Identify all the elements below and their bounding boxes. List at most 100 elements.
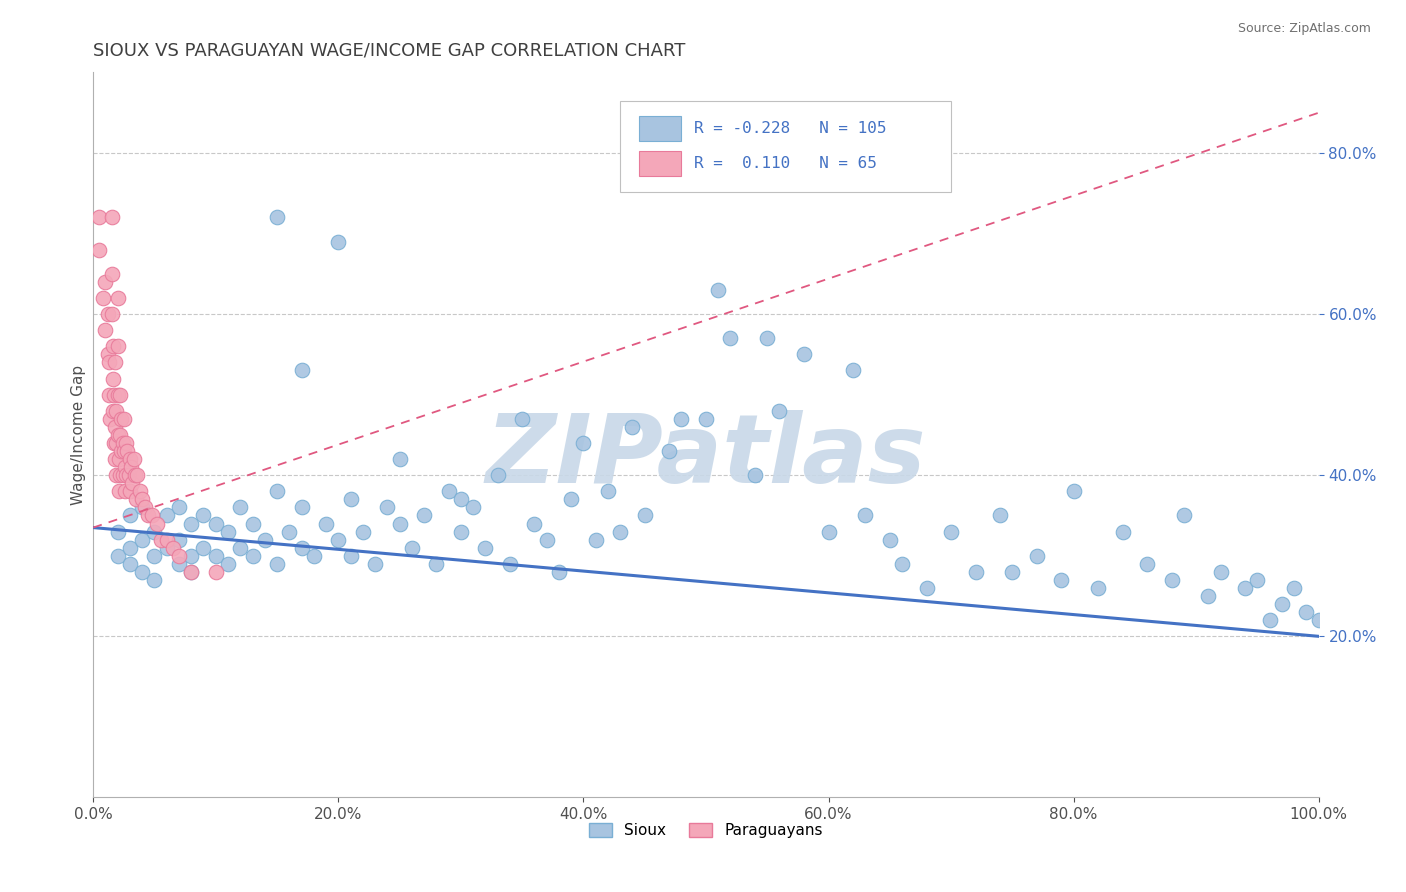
Point <box>425 557 447 571</box>
Point <box>180 549 202 563</box>
Point <box>302 549 325 563</box>
Point <box>204 565 226 579</box>
Point <box>107 524 129 539</box>
Point <box>156 541 179 555</box>
Point <box>290 500 312 515</box>
Point <box>104 420 127 434</box>
Point <box>131 492 153 507</box>
Point <box>1063 484 1085 499</box>
Point <box>128 484 150 499</box>
Point <box>572 436 595 450</box>
Point <box>110 444 132 458</box>
Point <box>1295 605 1317 619</box>
Point <box>1087 581 1109 595</box>
Point <box>180 565 202 579</box>
Point <box>891 557 914 571</box>
Point <box>121 476 143 491</box>
Point <box>204 516 226 531</box>
Point <box>100 307 122 321</box>
Point <box>101 371 124 385</box>
Point <box>1001 565 1024 579</box>
Point <box>98 412 121 426</box>
Point <box>523 516 546 531</box>
Point <box>768 404 790 418</box>
Point <box>793 347 815 361</box>
Point <box>117 444 139 458</box>
Point <box>634 508 657 523</box>
Point <box>1197 589 1219 603</box>
Point <box>107 291 129 305</box>
Point <box>609 524 631 539</box>
Point <box>105 468 128 483</box>
Point <box>118 452 141 467</box>
Point <box>1282 581 1305 595</box>
Point <box>853 508 876 523</box>
Point <box>364 557 387 571</box>
Point <box>1258 613 1281 627</box>
Point <box>486 468 509 483</box>
Point <box>1025 549 1047 563</box>
FancyBboxPatch shape <box>620 102 950 192</box>
Point <box>108 428 131 442</box>
Point <box>131 533 153 547</box>
Point <box>131 565 153 579</box>
Point <box>138 508 160 523</box>
Point <box>94 323 117 337</box>
Point <box>98 355 121 369</box>
Point <box>100 267 122 281</box>
Point <box>450 524 472 539</box>
Point <box>167 549 190 563</box>
Legend: Sioux, Paraguayans: Sioux, Paraguayans <box>583 816 830 844</box>
Text: Source: ZipAtlas.com: Source: ZipAtlas.com <box>1237 22 1371 36</box>
Point <box>127 468 149 483</box>
Point <box>162 541 184 555</box>
Point <box>437 484 460 499</box>
Point <box>401 541 423 555</box>
Point <box>120 460 142 475</box>
Point <box>328 533 350 547</box>
Text: R =  0.110   N = 65: R = 0.110 N = 65 <box>693 155 876 170</box>
Point <box>695 412 717 426</box>
Point <box>510 412 533 426</box>
Point <box>108 468 131 483</box>
Point <box>107 339 129 353</box>
Point <box>560 492 582 507</box>
Point <box>290 541 312 555</box>
Point <box>97 347 120 361</box>
Point <box>585 533 607 547</box>
Point <box>143 524 166 539</box>
Point <box>167 500 190 515</box>
FancyBboxPatch shape <box>638 116 682 141</box>
Point <box>1050 573 1073 587</box>
Point <box>229 500 252 515</box>
Point <box>290 363 312 377</box>
Point <box>193 541 215 555</box>
Point <box>204 549 226 563</box>
Y-axis label: Wage/Income Gap: Wage/Income Gap <box>72 365 86 505</box>
Point <box>266 484 288 499</box>
Point <box>107 549 129 563</box>
Point <box>89 243 111 257</box>
Point <box>146 516 169 531</box>
Point <box>118 468 141 483</box>
Point <box>217 524 239 539</box>
Point <box>474 541 496 555</box>
Point <box>122 452 145 467</box>
Point <box>707 283 730 297</box>
Point <box>1271 597 1294 611</box>
Point <box>101 404 124 418</box>
Point <box>842 363 865 377</box>
Point <box>242 549 264 563</box>
Point <box>352 524 374 539</box>
Point <box>388 516 411 531</box>
Point <box>278 524 301 539</box>
Point <box>461 500 484 515</box>
Point <box>107 428 129 442</box>
FancyBboxPatch shape <box>638 151 682 176</box>
Point <box>156 508 179 523</box>
Point <box>229 541 252 555</box>
Point <box>375 500 398 515</box>
Point <box>621 420 644 434</box>
Point <box>101 339 124 353</box>
Point <box>111 468 134 483</box>
